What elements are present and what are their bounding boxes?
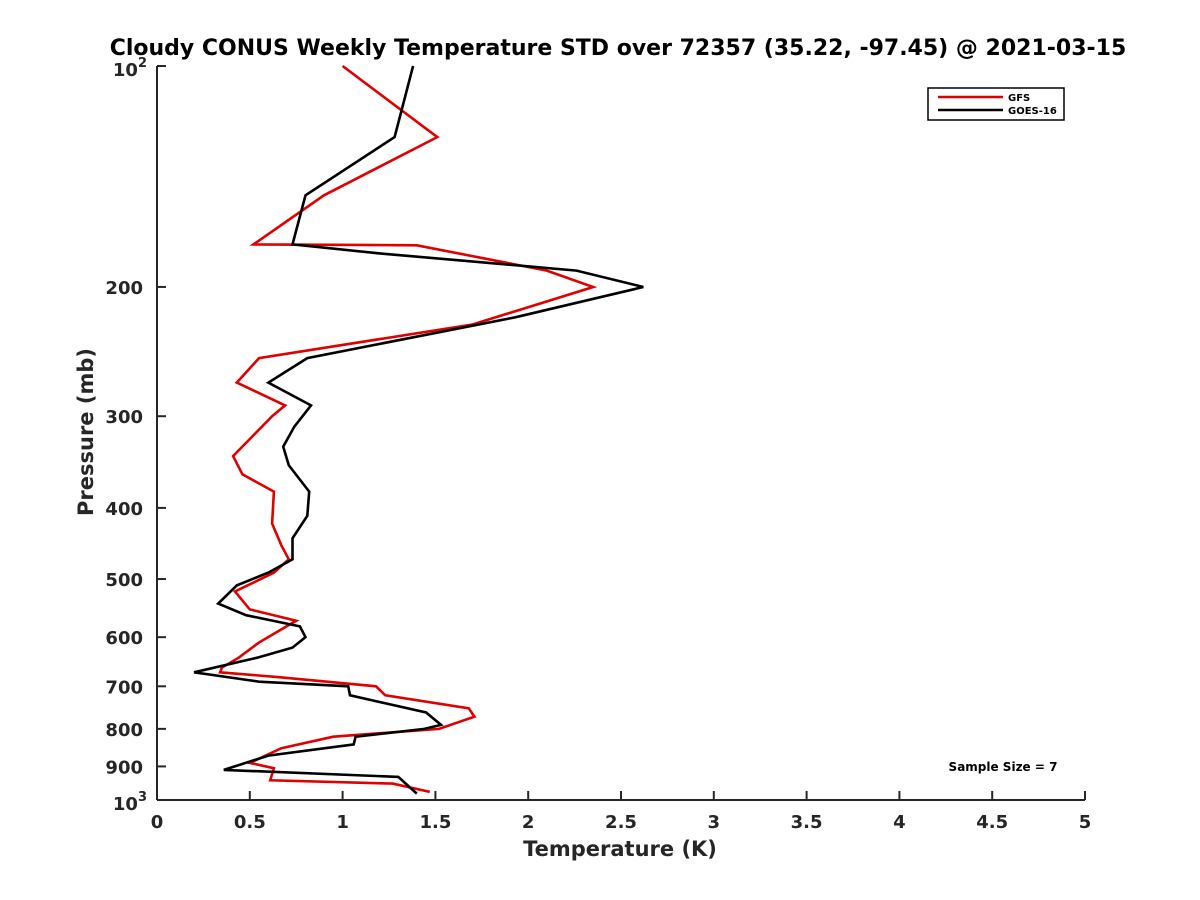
x-axis-label: Temperature (K) [523, 837, 717, 861]
y-tick-label: 500 [105, 570, 143, 591]
y-tick-label: 300 [105, 407, 143, 428]
y-tick-label: 103 [113, 790, 147, 815]
x-tick-label: 1 [336, 812, 349, 833]
legend: GFS GOES-16 [927, 87, 1065, 121]
y-tick-label: 800 [105, 720, 143, 741]
x-tick-label: 2.5 [605, 812, 637, 833]
y-tick-label: 102 [113, 56, 147, 81]
y-axis-label: Pressure (mb) [74, 348, 98, 516]
y-tick-label: 400 [105, 499, 143, 520]
x-tick-label: 0 [151, 812, 164, 833]
y-tick-label: 700 [105, 677, 143, 698]
plot-area [156, 64, 1085, 801]
x-tick-label: 3 [708, 812, 721, 833]
x-tick-label: 5 [1079, 812, 1092, 833]
x-axis: 0 0.5 1 1.5 2 2.5 3 3.5 4 4.5 5 [151, 791, 1092, 833]
y-tick-label: 900 [105, 757, 143, 778]
legend-box [927, 87, 1065, 121]
legend-label: GOES-16 [1008, 106, 1057, 117]
series-line-goes-16 [193, 65, 644, 795]
legend-label: GFS [1008, 93, 1030, 104]
x-tick-label: 3.5 [791, 812, 823, 833]
x-tick-label: 2 [522, 812, 535, 833]
x-tick-label: 4.5 [976, 812, 1008, 833]
sample-size-note: Sample Size = 7 [949, 760, 1058, 774]
y-tick-label: 600 [105, 628, 143, 649]
y-tick-label: 200 [105, 278, 143, 299]
x-tick-label: 0.5 [234, 812, 266, 833]
x-tick-label: 1.5 [419, 812, 451, 833]
chart-title: Cloudy CONUS Weekly Temperature STD over… [110, 36, 1127, 61]
y-axis: 200 300 400 500 600 700 800 900 102 103 [105, 56, 166, 815]
x-tick-label: 4 [893, 812, 906, 833]
